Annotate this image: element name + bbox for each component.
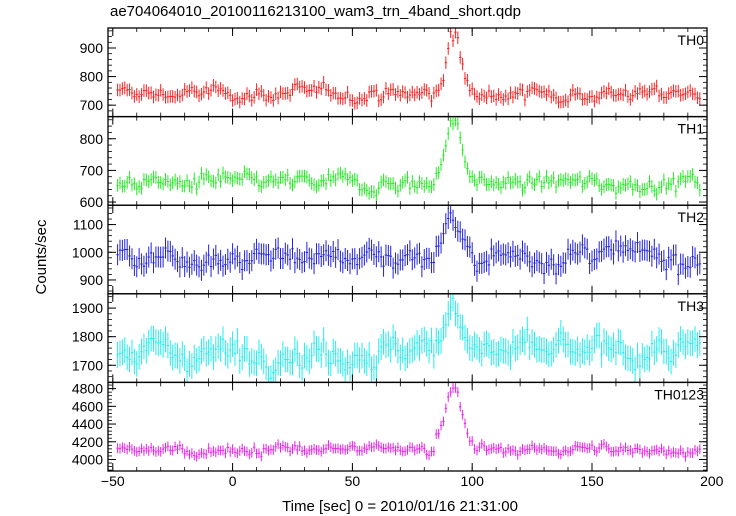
y-tick-label: 800	[80, 131, 104, 147]
x-tick-label: 150	[580, 473, 604, 489]
panel-frame	[107, 115, 708, 206]
y-tick-label: 900	[80, 40, 104, 56]
panel-name-th1: TH1	[678, 121, 705, 137]
panel-frame	[107, 293, 708, 384]
y-tick-label: 1100	[73, 217, 103, 233]
y-axis-label: Counts/sec	[33, 219, 50, 295]
y-tick-label: 4800	[72, 381, 103, 397]
light-curve-th3	[116, 293, 702, 383]
panel-th1: 600 700 800 TH1	[80, 115, 708, 210]
y-tick-label: 1700	[72, 357, 103, 373]
y-tick-label: 1900	[72, 300, 103, 316]
panels: 700 800 900 TH0 600 700 800 TH1 900 1000 1100 TH2 17…	[72, 27, 708, 472]
panel-th0: 700 800 900 TH0	[80, 27, 708, 118]
y-tick-label: 1800	[72, 329, 103, 345]
panel-th3: 1700 1800 1900 TH3	[72, 293, 708, 384]
x-axis-label: Time [sec] 0 = 2010/01/16 21:31:00	[282, 498, 518, 515]
y-tick-label: 700	[80, 97, 104, 113]
panel-frame	[107, 381, 708, 472]
x-axis-ticks: −50 0 50 100 150 200	[101, 473, 724, 489]
y-tick-label: 800	[80, 69, 104, 85]
panel-name-th0123: TH0123	[654, 386, 704, 402]
y-tick-label: 900	[80, 272, 104, 288]
light-curve-th2	[116, 205, 702, 286]
y-tick-label: 700	[80, 162, 104, 178]
x-tick-label: 0	[229, 473, 237, 489]
x-tick-label: 200	[700, 473, 724, 489]
panel-name-th0: TH0	[678, 32, 705, 48]
panel-name-th3: TH3	[678, 298, 705, 314]
x-tick-label: 50	[345, 473, 361, 489]
x-tick-label: 100	[461, 473, 485, 489]
y-tick-label: 1000	[72, 244, 103, 260]
panel-name-th2: TH2	[678, 209, 705, 225]
chart-title: ae704064010_20100116213100_wam3_trn_4ban…	[110, 3, 521, 20]
y-tick-label: 4000	[72, 451, 103, 467]
y-tick-label: 600	[80, 194, 104, 210]
y-tick-label: 4600	[72, 398, 103, 414]
light-curve-th0	[116, 28, 702, 110]
light-curve-th0123	[116, 383, 702, 462]
x-tick-label: −50	[101, 473, 125, 489]
light-curve-th1	[116, 116, 702, 202]
y-tick-label: 4400	[72, 416, 103, 432]
panel-th2: 900 1000 1100 TH2	[72, 204, 708, 295]
y-tick-label: 4200	[72, 434, 103, 450]
